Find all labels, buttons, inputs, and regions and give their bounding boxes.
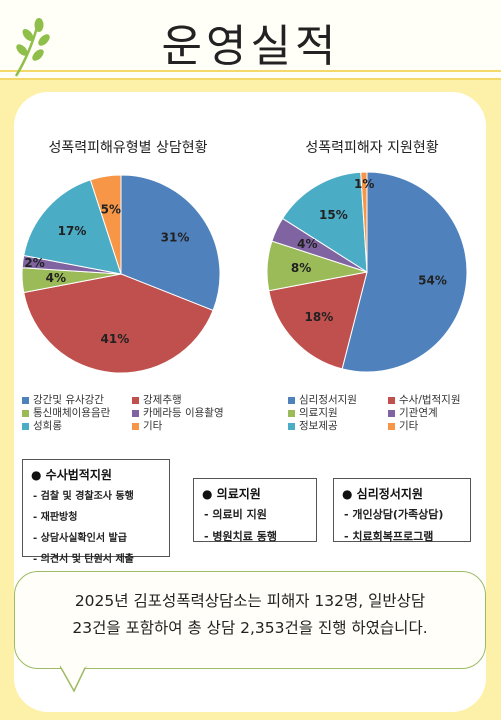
- chart-1-data-labels: 31% 41% 4%2% 17% 5%: [24, 203, 189, 347]
- legend-label: 심리정서지원: [299, 394, 357, 406]
- legend-swatch: [388, 410, 395, 417]
- legend-label: 의료지원: [299, 407, 338, 419]
- legend-item: 의료지원: [288, 407, 388, 420]
- summary-line-2: 23건을 포함하여 총 상담 2,353건을 진행 하였습니다.: [72, 619, 428, 637]
- chart-2-data-labels: 54% 18% 8% 4% 15% 1%: [291, 177, 447, 324]
- data-label-2-5: 15%: [319, 208, 348, 222]
- legal-support-item: - 검찰 및 경찰조사 동행: [33, 491, 134, 502]
- chart-1-title: 성폭력피해유형별 상담현황: [48, 140, 207, 156]
- legend-item: 카메라등 이용촬영: [132, 407, 252, 420]
- legend-item: 성희롱: [22, 420, 132, 433]
- legend-swatch: [288, 410, 295, 417]
- legend-swatch: [132, 397, 139, 404]
- legend-label: 통신매체이용음란: [33, 407, 111, 419]
- legal-support-box: ● 수사법적지원 - 검찰 및 경찰조사 동행 - 재판방청 - 상담사실확인서…: [22, 459, 170, 565]
- legend-swatch: [132, 410, 139, 417]
- pie-charts: 성폭력피해유형별 상담현황 31%41%4%2%17%5% 성폭력피해자 지원현…: [21, 140, 468, 374]
- legend-row: 성희롱 기타: [22, 420, 252, 433]
- legend-label: 기관연계: [399, 407, 438, 419]
- data-label-2-4: 4%: [297, 237, 317, 251]
- medical-support-box: ● 의료지원 - 의료비 지원 - 병원치료 동행: [193, 478, 317, 543]
- data-label-2-1: 54%: [418, 273, 447, 287]
- legend-item: 기관연계: [388, 407, 488, 420]
- pie-slice-2-1: [341, 171, 468, 373]
- pie-slice-1-5: [23, 179, 122, 275]
- legend-swatch: [388, 423, 395, 430]
- legend-item: 정보제공: [288, 420, 388, 433]
- pie-slice-1-1: [120, 174, 221, 312]
- legend-label: 기타: [399, 420, 419, 432]
- data-label-1-6: 5%: [101, 203, 121, 217]
- legal-support-item: - 의견서 및 탄원서 제출: [33, 554, 134, 565]
- legend-swatch: [22, 423, 29, 430]
- chart-2-slices: [266, 171, 468, 373]
- legend-item: 수사/법적지원: [388, 394, 488, 407]
- legend-row: 심리정서지원 수사/법적지원: [288, 394, 488, 407]
- legend-item: 통신매체이용음란: [22, 407, 132, 420]
- legend-item: 기타: [388, 420, 488, 433]
- pie-slice-1-2: [23, 273, 214, 374]
- legend-label: 성희롱: [33, 420, 62, 432]
- legend-swatch: [288, 397, 295, 404]
- data-label-1-5: 17%: [58, 224, 87, 238]
- pie-slice-2-2: [268, 271, 368, 370]
- leaf-sprig-icon: [14, 18, 50, 77]
- legend-swatch: [388, 397, 395, 404]
- legend-row: 통신매체이용음란 카메라등 이용촬영: [22, 407, 252, 420]
- legend-item: 강제추행: [132, 394, 252, 407]
- data-label-1-4: 2%: [24, 256, 44, 270]
- page-title: 운영실적: [161, 21, 340, 72]
- legal-support-title: ● 수사법적지원: [31, 468, 112, 482]
- legal-support-title-text: 수사법적지원: [45, 468, 112, 482]
- callout-tail: [60, 665, 87, 693]
- psych-support-box: ● 심리정서지원 - 개인상담(가족상담) - 치료회복프로그램: [333, 478, 471, 543]
- summary-text: 2025년 김포성폭력상담소는 피해자 132명, 일반상담 23건을 포함하여…: [15, 588, 485, 642]
- data-label-2-2: 18%: [305, 310, 334, 324]
- header-band: [0, 0, 501, 78]
- legend-row: 정보제공 기타: [288, 420, 488, 433]
- data-label-2-6: 1%: [354, 177, 374, 191]
- pie-slice-1-6: [89, 174, 122, 275]
- psych-support-item: - 치료회복프로그램: [344, 530, 434, 543]
- pie-slice-2-6: [360, 171, 368, 273]
- medical-support-title-text: 의료지원: [216, 487, 261, 501]
- legend-item: 기타: [132, 420, 252, 433]
- data-label-1-1: 31%: [161, 230, 190, 244]
- legend-label: 강간및 유사강간: [33, 394, 104, 406]
- header-divider: [0, 70, 501, 80]
- legend-label: 기타: [143, 420, 163, 432]
- summary-callout: 2025년 김포성폭력상담소는 피해자 132명, 일반상담 23건을 포함하여…: [14, 571, 486, 669]
- legend-swatch: [22, 410, 29, 417]
- legend-label: 정보제공: [299, 420, 338, 432]
- legend-label: 카메라등 이용촬영: [143, 407, 224, 419]
- legend-swatch: [132, 423, 139, 430]
- psych-support-title-text: 심리정서지원: [356, 487, 423, 501]
- data-label-2-3: 8%: [291, 261, 311, 275]
- legend-swatch: [22, 397, 29, 404]
- medical-support-item: - 의료비 지원: [204, 508, 267, 521]
- legend-row: 강간및 유사강간 강제추행: [22, 394, 252, 407]
- legal-support-item: - 상담사실확인서 발급: [33, 533, 127, 544]
- data-label-1-2: 41%: [101, 332, 130, 346]
- chart-2-title: 성폭력피해자 지원현황: [305, 140, 438, 156]
- legal-support-item: - 재판방청: [33, 512, 78, 523]
- legend-row: 의료지원 기관연계: [288, 407, 488, 420]
- legend-swatch: [288, 423, 295, 430]
- medical-support-title: ● 의료지원: [202, 487, 261, 501]
- data-label-1-3: 4%: [46, 271, 66, 285]
- legend-label: 수사/법적지원: [399, 394, 461, 406]
- pie-slice-2-5: [281, 171, 368, 273]
- legend-item: 심리정서지원: [288, 394, 388, 407]
- psych-support-item: - 개인상담(가족상담): [344, 508, 444, 521]
- legend-label: 강제추행: [143, 394, 182, 406]
- chart-1-slices: [21, 174, 221, 374]
- psych-support-title: ● 심리정서지원: [342, 487, 423, 501]
- medical-support-item: - 병원치료 동행: [204, 530, 277, 543]
- legend-item: 강간및 유사강간: [22, 394, 132, 407]
- summary-line-1: 2025년 김포성폭력상담소는 피해자 132명, 일반상담: [74, 592, 426, 610]
